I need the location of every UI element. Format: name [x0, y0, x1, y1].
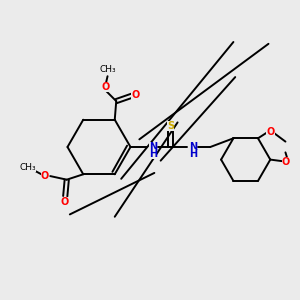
Text: H: H — [189, 149, 197, 159]
Text: H: H — [149, 149, 157, 159]
Text: CH₃: CH₃ — [100, 65, 116, 74]
Text: N: N — [189, 142, 197, 152]
Text: N: N — [149, 142, 157, 152]
Text: O: O — [266, 127, 275, 137]
Text: O: O — [61, 196, 69, 207]
Text: S: S — [167, 121, 174, 131]
Text: O: O — [101, 82, 109, 92]
Text: O: O — [282, 157, 290, 167]
Text: CH₃: CH₃ — [20, 163, 36, 172]
Text: O: O — [131, 90, 140, 100]
Text: O: O — [41, 171, 49, 181]
